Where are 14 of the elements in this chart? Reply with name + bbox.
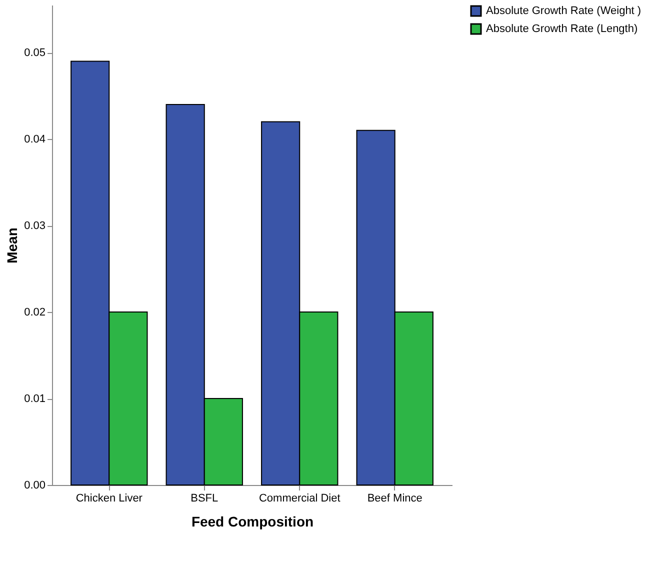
x-tick-label: Chicken Liver — [76, 492, 143, 504]
x-tick-label: Beef Mince — [367, 492, 422, 504]
x-tick-label: Commercial Diet — [258, 492, 340, 504]
y-tick-label: 0.03 — [24, 220, 46, 232]
y-tick-label: 0.05 — [24, 47, 46, 60]
y-tick-label: 0.04 — [24, 134, 46, 146]
x-axis-title: Feed Composition — [191, 514, 314, 530]
legend-label: Absolute Growth Rate (Length) — [486, 23, 638, 35]
y-axis-title: Mean — [4, 228, 20, 264]
y-tick-label: 0.00 — [24, 480, 46, 492]
x-tick-label: BSFL — [190, 492, 218, 504]
y-tick-label: 0.02 — [24, 306, 46, 319]
legend-label: Absolute Growth Rate (Weight ) — [486, 5, 642, 17]
y-tick-label: 0.01 — [24, 393, 46, 406]
